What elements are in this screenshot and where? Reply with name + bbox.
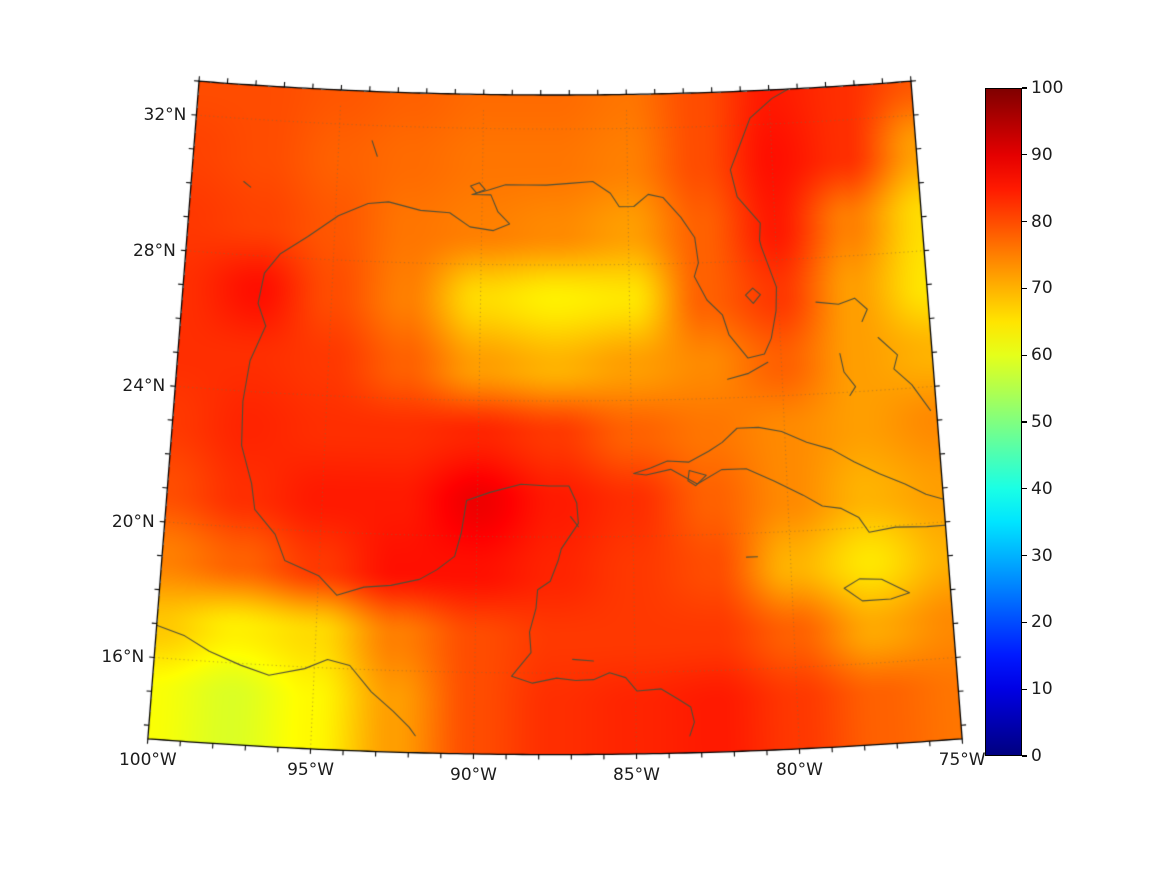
lat-tick-label: 24°N [122,376,166,397]
colorbar-tick-label: 40 [1031,478,1053,499]
lon-tick-label: 95°W [287,759,335,780]
colorbar-tick-label: 50 [1031,412,1053,432]
colorbar-tick-mark [1022,621,1027,623]
colorbar-tick-label: 0 [1031,746,1042,766]
colorbar-tick-label: 20 [1031,612,1053,633]
colorbar-tick-mark [1022,421,1027,423]
colorbar-tick-mark [1022,555,1027,557]
colorbar-tick-mark [1022,488,1027,490]
colorbar-tick-mark [1022,287,1027,289]
lon-tick-label: 100°W [118,749,177,770]
colorbar-gradient [985,88,1022,756]
colorbar-tick-label: 80 [1031,211,1053,232]
colorbar-tick-label: 30 [1031,545,1053,566]
colorbar-tick-label: 90 [1031,144,1053,165]
lon-tick-label: 85°W [613,764,660,785]
colorbar-tick-label: 10 [1031,679,1053,700]
colorbar-tick-label: 70 [1031,278,1053,299]
colorbar-tick-label: 100 [1031,78,1064,98]
colorbar-tick-mark [1022,354,1027,356]
lat-tick-label: 28°N [132,240,176,261]
colorbar-tick-label: 60 [1031,345,1053,366]
colorbar-tick-mark [1022,87,1027,89]
colorbar-tick-mark [1022,221,1027,223]
lon-tick-label: 75°W [938,749,986,770]
lon-tick-label: 90°W [450,764,497,785]
lat-tick-label: 20°N [111,511,155,532]
lon-tick-label: 80°W [775,759,823,780]
lat-tick-label: 32°N [143,105,187,126]
colorbar-tick-mark [1022,154,1027,156]
colorbar-tick-mark [1022,688,1027,690]
colorbar-tick-mark [1022,755,1027,757]
lat-tick-label: 16°N [101,647,145,668]
